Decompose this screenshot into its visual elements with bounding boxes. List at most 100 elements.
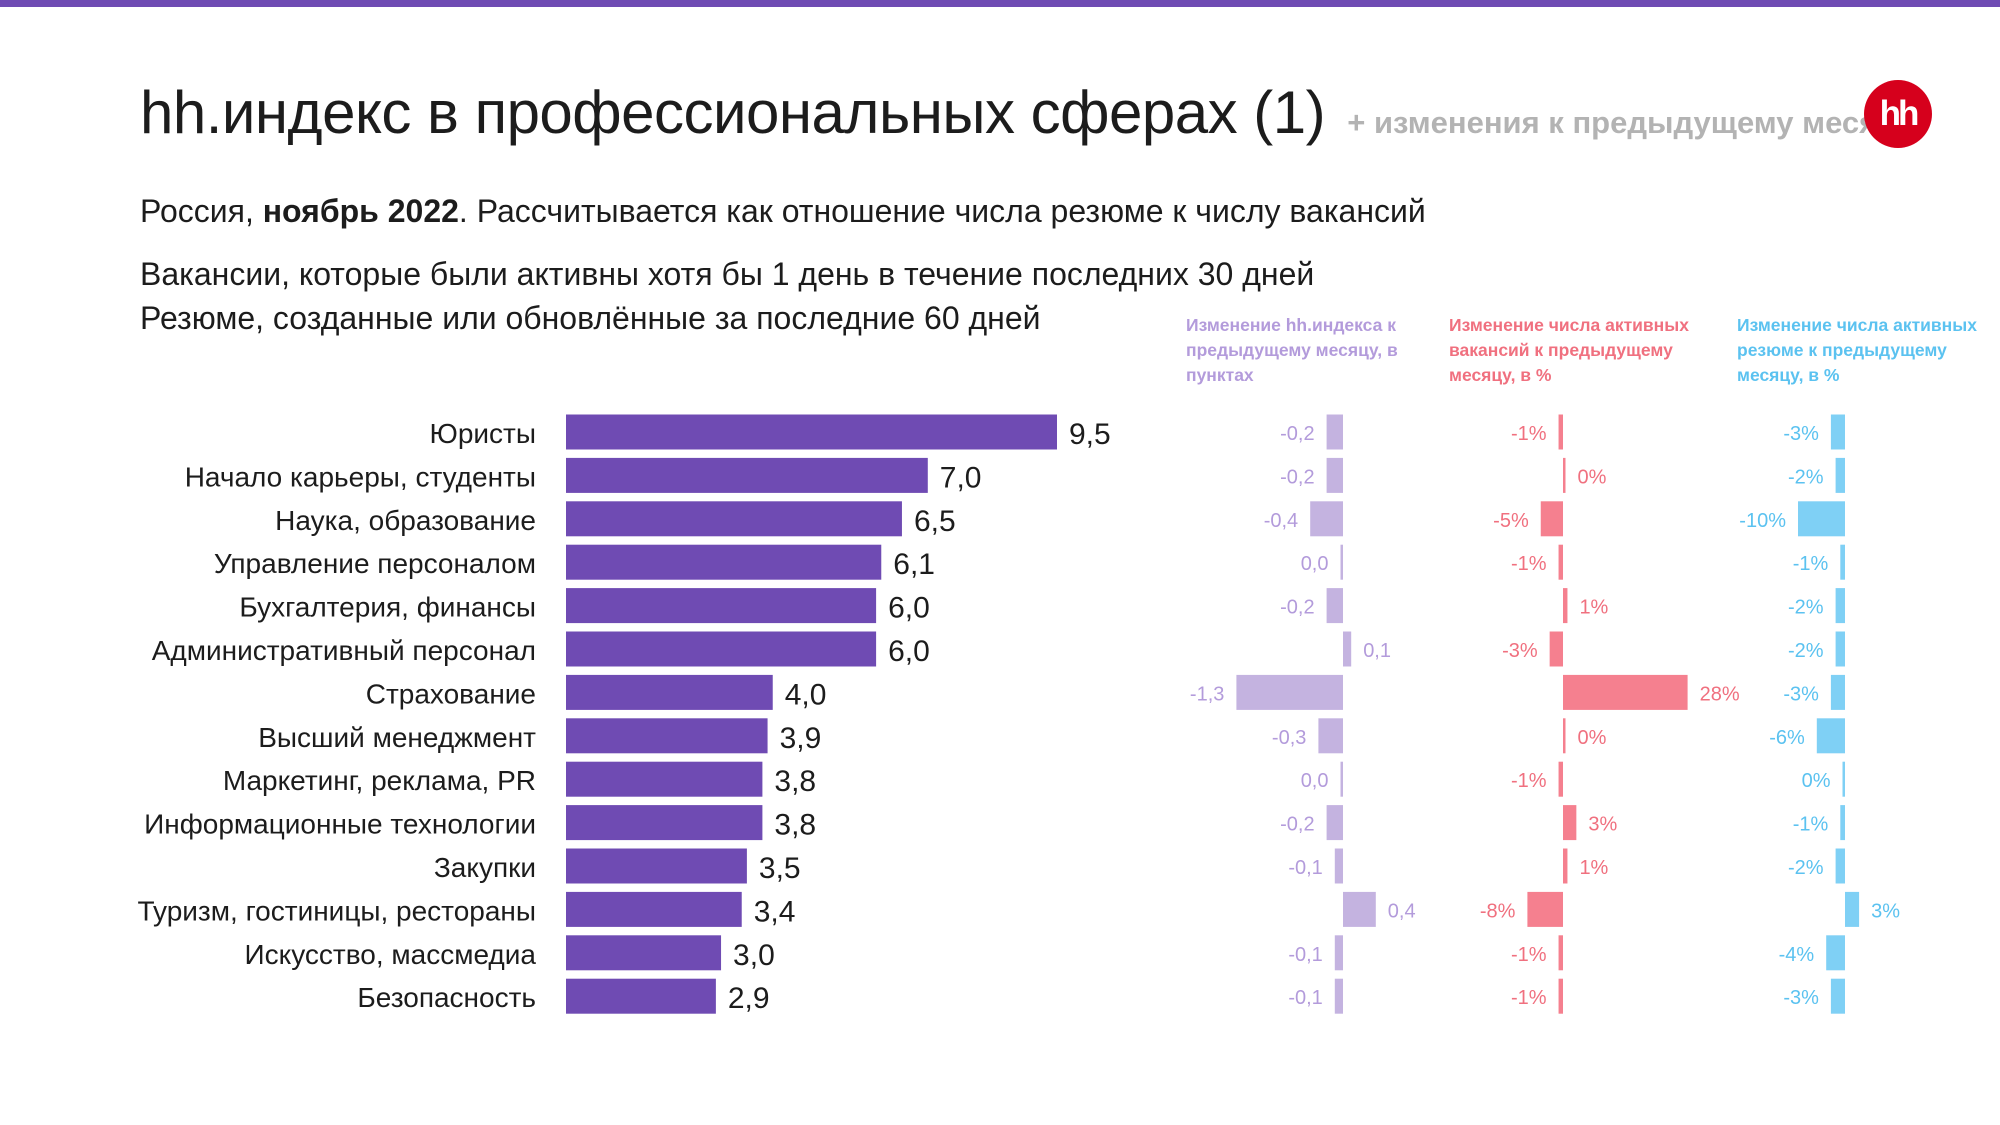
index-change-value-label: -0,1 [1288,857,1322,879]
resume-change-value-label: -1% [1793,553,1829,575]
vacancy-change-value-label: -1% [1511,987,1547,1009]
vacancy-change-bar [1559,545,1563,580]
vacancy-change-bar [1527,892,1563,927]
index-bar [566,545,881,580]
index-value-label: 6,5 [914,505,956,538]
resume-change-value-label: -2% [1788,857,1824,879]
category-label: Управление персоналом [214,548,536,579]
resume-change-value-label: -4% [1779,944,1815,966]
index-change-value-label: 0,1 [1363,640,1391,662]
vacancy-change-bar [1550,632,1563,667]
category-label: Безопасность [357,982,536,1013]
index-change-value-label: -1,3 [1190,683,1224,705]
index-change-bar [1318,718,1343,753]
resume-change-bar [1831,675,1845,710]
index-value-label: 3,8 [774,765,816,798]
resume-change-value-label: -2% [1788,640,1824,662]
category-label: Туризм, гостиницы, рестораны [138,895,537,926]
vacancy-change-value-label: -1% [1511,944,1547,966]
resume-change-value-label: -2% [1788,466,1824,488]
category-label: Начало карьеры, студенты [185,461,536,492]
resume-change-value-label: -3% [1783,987,1819,1009]
index-change-bar [1327,588,1343,623]
resume-change-value-label: -2% [1788,597,1824,619]
vacancy-change-value-label: -1% [1511,553,1547,575]
category-label: Маркетинг, реклама, PR [223,765,536,796]
vacancy-change-value-label: 0% [1578,727,1607,749]
vacancy-change-bar [1563,805,1576,840]
index-bar [566,458,928,493]
index-change-value-label: 0,0 [1301,770,1329,792]
resume-change-value-label: -3% [1783,423,1819,445]
vacancy-change-bar [1563,849,1567,884]
index-change-value-label: -0,2 [1280,814,1314,836]
index-change-bar [1335,979,1343,1014]
category-label: Информационные технологии [144,809,536,840]
resume-change-bar [1836,849,1845,884]
vacancy-change-value-label: 0% [1578,466,1607,488]
index-change-value-label: -0,2 [1280,597,1314,619]
category-label: Наука, образование [275,505,536,536]
resume-change-value-label: 3% [1871,900,1900,922]
resume-change-bar [1840,805,1845,840]
vacancy-change-bar [1563,718,1566,753]
vacancy-change-value-label: -8% [1480,900,1516,922]
index-bar [566,849,747,884]
category-label: Страхование [366,678,536,709]
index-bar [566,718,768,753]
resume-change-value-label: -6% [1769,727,1805,749]
vacancy-change-bar [1559,415,1563,450]
index-change-value-label: -0,1 [1288,987,1322,1009]
resume-change-bar [1826,935,1845,970]
vacancy-change-value-label: 3% [1588,814,1617,836]
index-change-bar [1341,762,1344,797]
vacancy-change-bar [1559,979,1563,1014]
index-value-label: 4,0 [785,678,827,711]
vacancy-change-value-label: 1% [1579,597,1608,619]
resume-change-bar [1836,588,1845,623]
vacancy-change-value-label: -5% [1493,510,1529,532]
resume-change-bar [1836,458,1845,493]
vacancy-change-bar [1563,675,1688,710]
resume-change-bar [1831,979,1845,1014]
vacancy-change-value-label: 1% [1579,857,1608,879]
index-value-label: 3,8 [774,809,816,842]
index-value-label: 3,9 [780,722,822,755]
index-bar [566,762,762,797]
index-change-bar [1327,805,1343,840]
index-change-value-label: -0,3 [1272,727,1306,749]
index-change-value-label: -0,1 [1288,944,1322,966]
vacancy-change-bar [1559,935,1563,970]
index-value-label: 6,0 [888,635,930,668]
index-change-value-label: 0,4 [1388,900,1416,922]
resume-change-bar [1798,501,1845,536]
category-label: Высший менеджмент [258,722,536,753]
index-value-label: 3,0 [733,939,775,972]
index-value-label: 3,4 [754,895,796,928]
index-change-bar [1343,632,1351,667]
index-value-label: 2,9 [728,982,770,1015]
category-label: Бухгалтерия, финансы [239,592,536,623]
resume-change-value-label: -1% [1793,814,1829,836]
resume-change-bar [1831,415,1845,450]
resume-change-bar [1845,892,1859,927]
vacancy-change-value-label: -1% [1511,770,1547,792]
index-bar [566,415,1057,450]
index-bar [566,675,773,710]
category-label: Административный персонал [152,635,536,666]
index-change-bar [1343,892,1376,927]
index-change-value-label: -0,2 [1280,466,1314,488]
index-value-label: 3,5 [759,852,801,885]
index-change-bar [1310,501,1343,536]
vacancy-change-bar [1541,501,1563,536]
index-bar [566,935,721,970]
vacancy-change-value-label: -1% [1511,423,1547,445]
index-change-bar [1236,675,1343,710]
index-change-value-label: -0,2 [1280,423,1314,445]
index-bar [566,979,716,1014]
resume-change-value-label: -10% [1739,510,1786,532]
index-change-bar [1341,545,1344,580]
index-value-label: 6,0 [888,592,930,625]
index-change-value-label: -0,4 [1264,510,1298,532]
index-value-label: 6,1 [893,548,935,581]
